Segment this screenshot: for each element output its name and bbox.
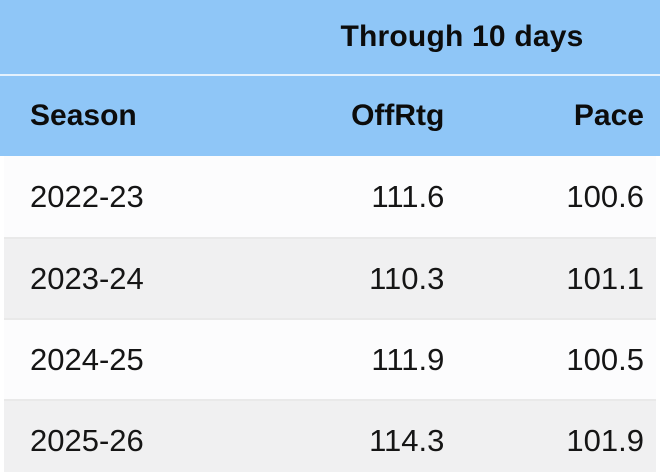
season-cell: 2023-24: [30, 260, 144, 296]
table-row: 2025-26 114.3 101.9: [4, 399, 656, 472]
pace-cell: 101.1: [566, 260, 644, 296]
offrtg-cell: 114.3: [369, 422, 445, 458]
pace-cell: 100.6: [566, 178, 644, 214]
table-row: 2022-23 111.6 100.6: [4, 156, 656, 237]
column-header-pace: Pace: [573, 99, 644, 132]
season-cell: 2024-25: [30, 341, 144, 377]
table-body: 2022-23 111.6 100.6 2023-24 110.3 101.1 …: [0, 156, 660, 472]
column-header-row: Season OffRtg Pace: [0, 76, 660, 156]
title-spacer: [0, 0, 264, 74]
pace-cell: 101.9: [566, 422, 644, 458]
table-title: Through 10 days: [340, 20, 584, 53]
offrtg-cell: 111.9: [371, 341, 445, 377]
season-cell: 2022-23: [30, 178, 144, 214]
season-cell: 2025-26: [30, 422, 144, 458]
offrtg-cell: 111.6: [371, 178, 445, 214]
column-header-offrtg: OffRtg: [351, 99, 445, 132]
pace-cell: 100.5: [566, 341, 644, 377]
table-row: 2023-24 110.3 101.1: [4, 237, 656, 318]
column-header-season: Season: [30, 99, 137, 132]
table-row: 2024-25 111.9 100.5: [4, 318, 656, 399]
offrtg-cell: 110.3: [369, 260, 445, 296]
table-title-row: Through 10 days: [0, 0, 660, 76]
